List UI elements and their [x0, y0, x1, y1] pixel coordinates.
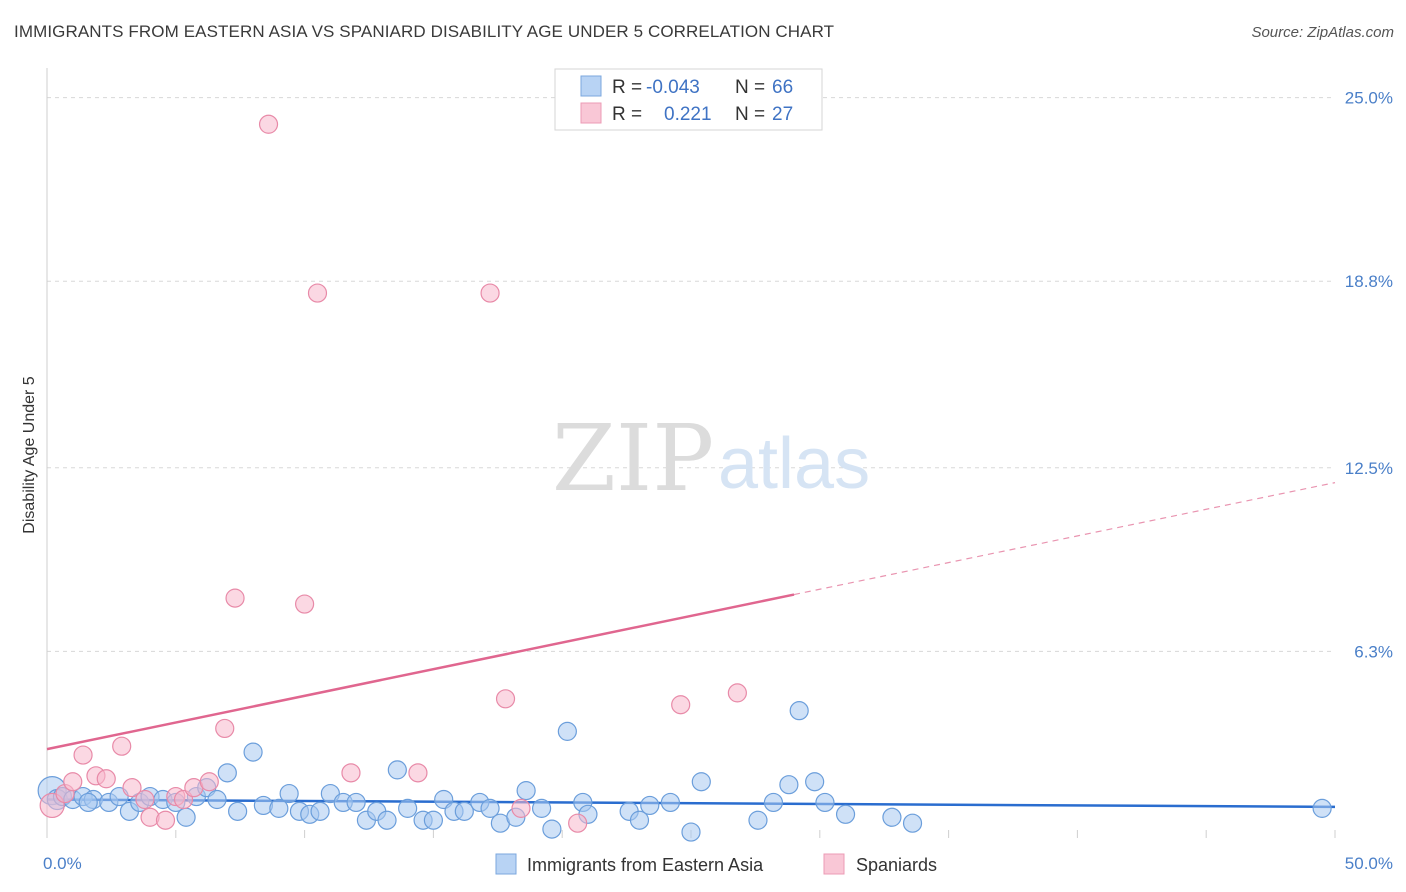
point-spaniards [96, 769, 116, 789]
watermark-zip: ZIP [552, 405, 714, 512]
points-layer [37, 114, 1332, 842]
chart-title: IMMIGRANTS FROM EASTERN ASIA VS SPANIARD… [14, 22, 835, 41]
point-spaniards [408, 763, 428, 783]
point-eastern-asia [228, 801, 248, 821]
point-eastern-asia [789, 701, 809, 721]
x-tick-label: 50.0% [1345, 854, 1393, 873]
trend-layer [46, 482, 1336, 809]
watermark-atlas: atlas [718, 424, 870, 504]
legend-n-label-blue: N = [735, 77, 765, 98]
point-spaniards [511, 798, 531, 818]
point-eastern-asia [398, 798, 418, 818]
point-eastern-asia [835, 804, 856, 824]
point-eastern-asia [1312, 798, 1332, 818]
point-eastern-asia [217, 763, 237, 783]
point-spaniards [225, 588, 245, 608]
point-eastern-asia [377, 810, 397, 830]
point-eastern-asia [346, 792, 366, 813]
point-eastern-asia [269, 798, 289, 818]
legend-r-value-pink: 0.221 [664, 104, 712, 125]
legend-swatch-blue [580, 75, 602, 97]
point-eastern-asia [882, 807, 902, 827]
axis-layer: 6.3% 12.5% 18.8% 25.0% 0.0% 50.0% [43, 68, 1393, 873]
point-eastern-asia [516, 781, 536, 801]
point-spaniards [140, 807, 160, 827]
point-spaniards [258, 114, 279, 134]
point-spaniards [215, 718, 235, 739]
bottom-legend-swatch-pink [823, 853, 845, 875]
point-spaniards [307, 283, 328, 303]
bottom-legend: Immigrants from Eastern Asia Spaniards [495, 853, 937, 875]
point-spaniards [295, 594, 315, 614]
point-eastern-asia [207, 789, 227, 810]
point-spaniards [155, 810, 176, 830]
point-eastern-asia [531, 798, 552, 818]
point-eastern-asia [387, 760, 407, 780]
legend-n-value-blue: 66 [772, 77, 793, 98]
point-eastern-asia [253, 795, 273, 816]
y-tick-label: 25.0% [1345, 89, 1393, 108]
point-eastern-asia [660, 792, 680, 813]
legend-r-label-pink: R = [612, 104, 642, 125]
point-eastern-asia [78, 792, 98, 813]
point-spaniards [671, 695, 691, 715]
point-eastern-asia [805, 772, 825, 792]
point-spaniards [112, 736, 132, 756]
point-spaniards [73, 745, 93, 765]
point-eastern-asia [640, 795, 660, 816]
point-spaniards [480, 283, 500, 303]
point-spaniards [727, 683, 747, 703]
trendline-pink-projection [793, 482, 1336, 596]
point-eastern-asia [310, 801, 330, 821]
legend-box: R = -0.043 N = 66 R = 0.221 N = 27 [554, 68, 823, 131]
y-tick-label: 12.5% [1345, 459, 1393, 478]
point-eastern-asia [681, 822, 701, 842]
point-spaniards [122, 778, 142, 798]
legend-r-label-blue: R = [612, 77, 642, 98]
bottom-legend-label-pink: Spaniards [856, 855, 937, 875]
point-eastern-asia [557, 721, 577, 741]
point-eastern-asia [542, 819, 562, 839]
point-eastern-asia [480, 798, 500, 818]
point-eastern-asia [629, 810, 650, 830]
x-tick-label: 0.0% [43, 854, 82, 873]
legend-n-label-pink: N = [735, 104, 765, 125]
point-eastern-asia [815, 792, 835, 813]
point-eastern-asia [748, 810, 768, 830]
legend-n-value-pink: 27 [772, 104, 793, 125]
point-spaniards [495, 689, 516, 709]
legend-swatch-pink [580, 102, 602, 124]
grid-layer [47, 97, 1335, 652]
point-eastern-asia [763, 792, 784, 813]
point-spaniards [341, 763, 361, 783]
point-eastern-asia [454, 801, 474, 821]
point-eastern-asia [902, 813, 923, 833]
point-spaniards [568, 813, 588, 833]
point-eastern-asia [779, 775, 799, 795]
y-axis-label: Disability Age Under 5 [21, 376, 38, 534]
bottom-legend-label-blue: Immigrants from Eastern Asia [527, 855, 764, 875]
point-spaniards [135, 789, 155, 810]
y-tick-label: 18.8% [1345, 272, 1393, 291]
source-label: Source: ZipAtlas.com [1251, 24, 1394, 41]
point-eastern-asia [279, 783, 299, 804]
point-spaniards [63, 772, 83, 792]
point-eastern-asia [423, 810, 443, 830]
point-spaniards [199, 772, 219, 792]
point-eastern-asia [691, 772, 711, 792]
y-tick-label: 6.3% [1354, 642, 1393, 661]
point-eastern-asia [176, 807, 196, 827]
point-eastern-asia [243, 742, 263, 762]
bottom-legend-swatch-blue [495, 853, 517, 875]
legend-r-value-blue: -0.043 [646, 77, 700, 98]
trendline-pink [46, 593, 795, 751]
